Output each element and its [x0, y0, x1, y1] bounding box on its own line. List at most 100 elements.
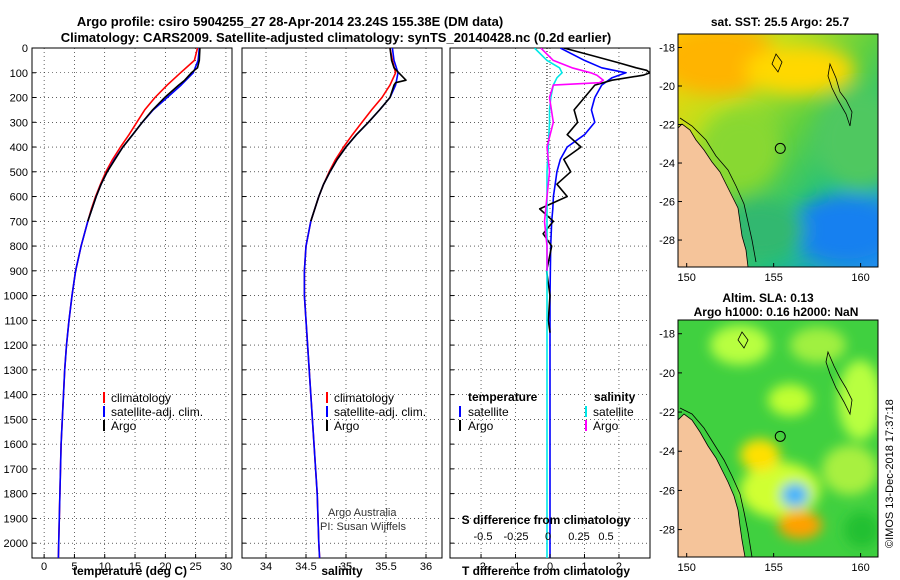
sla-patch	[781, 483, 809, 507]
depth-tick-label: 1200	[4, 340, 28, 352]
depth-tick-label: 2000	[4, 538, 28, 550]
x-tick-label: 5	[71, 561, 77, 573]
sla-patch	[710, 325, 770, 365]
sst-reef-contour	[771, 53, 783, 73]
legend-swatch-argo	[326, 420, 328, 431]
legend-swatch-t-satellite	[459, 406, 461, 417]
depth-tick-label: 300	[10, 117, 28, 129]
legend-label-s-argo: Argo	[593, 419, 619, 433]
depth-tick-label: 200	[10, 93, 28, 105]
sst-map-lat-ticks: -18 -20 -22 -24 -26 -28	[659, 42, 682, 247]
sst-land-australia	[678, 123, 749, 267]
depth-tick-label: 1000	[4, 291, 28, 303]
s-tick-label: -0.25	[503, 531, 528, 543]
sst-patch	[790, 195, 878, 265]
temperature-panel-frame	[31, 47, 233, 559]
depth-tick-label: 800	[10, 241, 28, 253]
sla-patch	[844, 512, 878, 548]
legend-label-t-satellite: satellite	[468, 405, 509, 419]
x-tick-label: 10	[99, 561, 111, 573]
sst-patch	[815, 90, 878, 190]
sla-patch	[740, 439, 780, 471]
legend-title-salinity: salinity	[594, 390, 636, 404]
sla-map-title-line2: Argo h1000: 0.16 h2000: NaN	[694, 305, 859, 319]
s-difference-ticks: -0.5 -0.25 0 0.25 0.5	[474, 531, 614, 543]
s-difference-title: S difference from climatology	[462, 513, 631, 527]
depth-tick-label: 1600	[4, 439, 28, 451]
sst-patch	[745, 45, 855, 95]
temperature-legend: climatology satellite-adj. clim. Argo	[103, 391, 203, 433]
lat-tick-label: -28	[659, 525, 675, 537]
temperature-x-ticks: 0 5 10 15 20 25 30	[41, 554, 232, 573]
x-tick-label: 15	[129, 561, 141, 573]
salinity-legend: climatology satellite-adj. clim. Argo	[326, 391, 426, 433]
legend-label-s-satellite: satellite	[593, 405, 634, 419]
lat-tick-label: -18	[659, 329, 675, 341]
difference-panel: -2 -1 0 1 2 T difference from climatology te…	[449, 47, 651, 578]
x-tick-label: 0	[547, 561, 553, 573]
sla-map-lon-ticks: 150 155 160	[678, 553, 870, 574]
x-tick-label: 34.5	[295, 561, 316, 573]
salinity-panel: 34 34.5 35 35.5 36 salinity climatology sate…	[241, 47, 443, 578]
sla-map-field	[678, 320, 878, 557]
sla-profile-location-marker	[774, 430, 786, 442]
depth-tick-label: 1800	[4, 489, 28, 501]
depth-tick-label: 400	[10, 142, 28, 154]
lon-tick-label: 160	[851, 272, 869, 284]
sst-profile-location-marker	[774, 142, 786, 154]
depth-tick-label: 100	[10, 68, 28, 80]
series-line-salinity-satellite	[533, 48, 563, 558]
s-tick-label: 0.25	[568, 531, 589, 543]
sst-patch	[700, 110, 780, 190]
x-tick-label: -1	[511, 561, 521, 573]
legend-swatch-satellite	[103, 406, 105, 417]
x-tick-label: -2	[476, 561, 486, 573]
credit-line1: Argo Australia	[328, 507, 397, 519]
legend-swatch-s-argo	[585, 420, 587, 431]
sst-field-patches	[678, 34, 878, 265]
depth-tick-label: 1400	[4, 390, 28, 402]
legend-title-temperature: temperature	[468, 390, 538, 404]
sla-map-title-line1: Altim. SLA: 0.13	[722, 291, 814, 305]
sla-patch	[822, 445, 878, 495]
lat-tick-label: -28	[659, 235, 675, 247]
lon-tick-label: 150	[678, 272, 696, 284]
salinity-x-ticks: 34 34.5 35 35.5 36	[260, 554, 432, 573]
temperature-x-label: temperature (deg C)	[73, 564, 187, 578]
lon-tick-label: 150	[678, 562, 696, 574]
depth-tick-label: 700	[10, 216, 28, 228]
legend-label-climatology: climatology	[334, 391, 394, 405]
credit-line2: PI: Susan Wijffels	[320, 521, 406, 533]
series-line-argo	[87, 48, 201, 222]
x-tick-label: 35.5	[375, 561, 396, 573]
depth-tick-label: 1700	[4, 464, 28, 476]
s-tick-label: 0.5	[598, 531, 613, 543]
x-tick-label: 36	[420, 561, 432, 573]
depth-tick-label: 1100	[4, 315, 28, 327]
s-tick-label: -0.5	[474, 531, 493, 543]
sst-map-lon-ticks: 150 155 160	[678, 263, 870, 284]
x-tick-label: 34	[260, 561, 272, 573]
salinity-x-label: salinity	[321, 564, 363, 578]
figure-title-line2: Climatology: CARS2009. Satellite-adjuste…	[61, 30, 612, 45]
sla-patch	[838, 360, 878, 440]
lat-tick-label: -18	[659, 42, 675, 54]
legend-label-satellite: satellite-adj. clim.	[334, 405, 426, 419]
x-tick-label: 1	[581, 561, 587, 573]
x-tick-label: 2	[616, 561, 622, 573]
temperature-panel: 0 5 10 15 20 25 30 0 100 200 300 400 500 600 700 800 90…	[4, 43, 233, 578]
legend-label-argo: Argo	[111, 419, 137, 433]
sla-reef-contour	[737, 331, 749, 349]
legend-swatch-argo	[103, 420, 105, 431]
depth-tick-label: 1500	[4, 414, 28, 426]
sla-map-frame	[677, 319, 879, 558]
lon-tick-label: 160	[851, 562, 869, 574]
lat-tick-label: -26	[659, 485, 675, 497]
sla-field-patches	[710, 325, 878, 548]
sst-map-title: sat. SST: 25.5 Argo: 25.7	[711, 15, 850, 29]
depth-tick-label: 0	[22, 43, 28, 55]
depth-tick-label: 900	[10, 266, 28, 278]
sst-reef-contour	[827, 62, 853, 127]
legend-swatch-t-argo	[459, 420, 461, 431]
